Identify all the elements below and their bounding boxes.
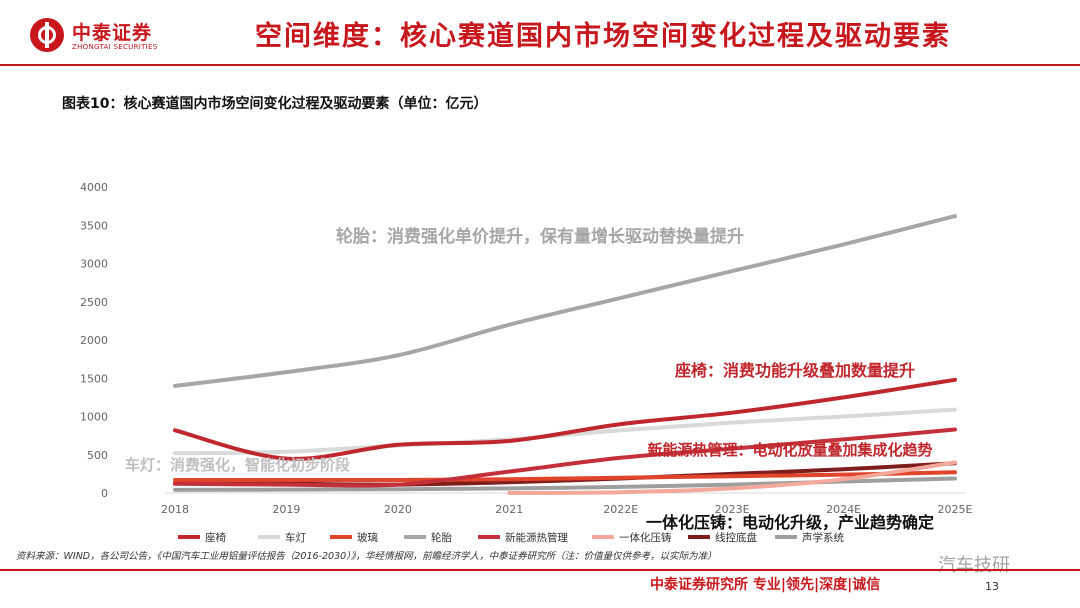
figure-title: 图表10：核心赛道国内市场空间变化过程及驱动要素（单位：亿元） <box>62 96 488 112</box>
x-tick-label: 2018 <box>161 503 189 516</box>
chart-annotation: 座椅：消费功能升级叠加数量提升 <box>674 361 915 380</box>
x-tick-label: 2019 <box>272 503 300 516</box>
y-tick-label: 1000 <box>80 411 108 424</box>
y-tick-label: 2000 <box>80 334 108 347</box>
y-tick-label: 3000 <box>80 258 108 271</box>
series-line <box>507 460 957 495</box>
chart-annotation: 一体化压铸：电动化升级，产业趋势确定 <box>646 513 934 532</box>
y-tick-label: 3500 <box>80 219 108 232</box>
chart-annotation: 新能源热管理：电动化放量叠加集成化趋势 <box>647 441 932 459</box>
y-tick-label: 1500 <box>80 372 108 385</box>
legend-label: 玻璃 <box>357 531 378 544</box>
logo-name: 中泰证券 <box>72 22 153 44</box>
chart-annotation: 车灯：消费强化，智能化初步阶段 <box>125 456 350 474</box>
series-line <box>173 427 957 488</box>
legend-label: 轮胎 <box>431 531 452 544</box>
series-line <box>173 214 957 388</box>
x-tick-label: 2023E <box>715 503 750 516</box>
x-tick-label: 2022E <box>603 503 638 516</box>
footer-divider <box>0 569 1080 571</box>
legend-label: 新能源热管理 <box>505 531 568 544</box>
page-number: 13 <box>985 580 999 593</box>
y-tick-label: 2500 <box>80 296 108 309</box>
chart-annotation: 轮胎：消费强化单价提升，保有量增长驱动替换量提升 <box>336 226 744 247</box>
company-logo: 中泰证券 ZHONGTAI SECURITIES <box>30 16 170 60</box>
legend-label: 声学系统 <box>802 531 844 544</box>
y-tick-label: 4000 <box>80 181 108 194</box>
page-title: 空间维度：核心赛道国内市场空间变化过程及驱动要素 <box>255 21 951 52</box>
legend-label: 线控底盘 <box>715 531 757 544</box>
logo-icon <box>30 18 64 52</box>
series-line <box>173 470 957 483</box>
x-tick-label: 2025E <box>938 503 973 516</box>
header-divider <box>0 64 1080 66</box>
logo-english-name: ZHONGTAI SECURITIES <box>72 43 158 51</box>
x-tick-label: 2020 <box>384 503 412 516</box>
x-tick-label: 2021 <box>495 503 523 516</box>
legend-label: 车灯 <box>285 531 306 544</box>
legend-label: 座椅 <box>205 531 226 544</box>
x-tick-label: 2024E <box>826 503 861 516</box>
series-line <box>173 377 957 461</box>
watermark: 汽车技研 <box>938 555 1010 576</box>
footer-slogan: 中泰证券研究所 专业|领先|深度|诚信 <box>650 577 881 593</box>
source-note: 资料来源：WIND，各公司公告，《中国汽车工业用铝量评估报告（2016-2030… <box>16 551 717 562</box>
y-tick-label: 0 <box>101 487 108 500</box>
legend-label: 一体化压铸 <box>619 531 672 544</box>
y-tick-label: 500 <box>87 449 108 462</box>
